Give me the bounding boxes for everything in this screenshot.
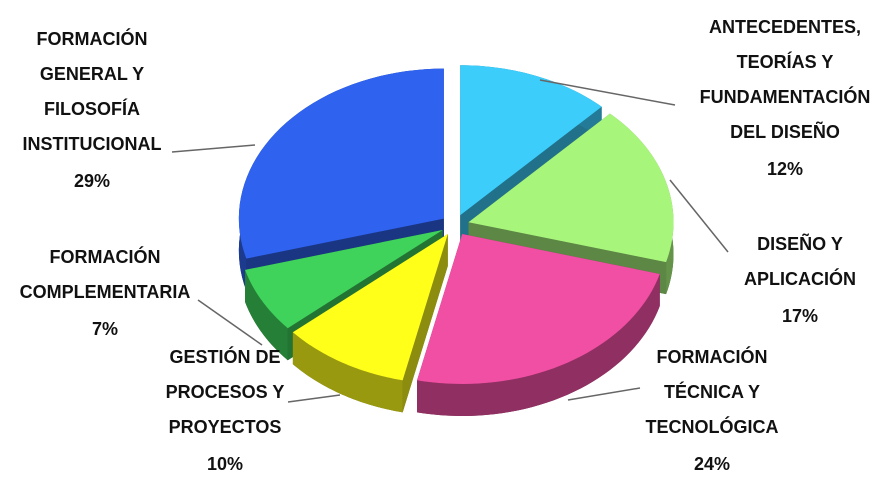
category-label: FORMACIÓN TÉCNICA Y TECNOLÓGICA bbox=[646, 346, 779, 437]
label-line: FILOSOFÍA bbox=[44, 98, 140, 119]
label-line: FORMACIÓN bbox=[37, 28, 148, 49]
label-line: FUNDAMENTACIÓN bbox=[700, 86, 871, 107]
slice-top bbox=[468, 113, 674, 263]
value-label: 24% bbox=[694, 454, 730, 474]
slice-wall bbox=[417, 273, 660, 417]
label-line: ANTECEDENTES, bbox=[709, 17, 861, 37]
label-line: TÉCNICA Y bbox=[664, 381, 760, 402]
label-line: TEORÍAS Y bbox=[737, 51, 834, 72]
leader-line bbox=[539, 79, 676, 106]
category-label: FORMACIÓN GENERAL Y FILOSOFÍA INSTITUCIONAL bbox=[23, 28, 162, 154]
value-label: 10% bbox=[207, 454, 243, 474]
label-line: APLICACIÓN bbox=[744, 268, 856, 289]
leader-line bbox=[669, 179, 729, 253]
label-line: TECNOLÓGICA bbox=[646, 416, 779, 437]
value-label: 7% bbox=[92, 319, 118, 339]
slice-top bbox=[238, 68, 444, 259]
value-label: 29% bbox=[74, 171, 110, 191]
slice-top bbox=[417, 234, 660, 385]
slice-wall bbox=[245, 269, 288, 361]
category-label: DISEÑO Y APLICACIÓN bbox=[744, 233, 856, 289]
slice-top bbox=[460, 65, 602, 216]
slice bbox=[468, 113, 674, 295]
category-label: GESTIÓN DE PROCESOS Y PROYECTOS bbox=[166, 346, 285, 437]
leader-line bbox=[197, 299, 263, 346]
label-line: PROCESOS Y bbox=[166, 382, 285, 402]
value-label: 12% bbox=[767, 159, 803, 179]
slice-side bbox=[402, 234, 448, 413]
leader-line bbox=[287, 394, 341, 403]
label-line: DEL DISEÑO bbox=[730, 121, 840, 142]
label-line: COMPLEMENTARIA bbox=[20, 282, 191, 302]
leader-line bbox=[567, 387, 641, 401]
label-line: INSTITUCIONAL bbox=[23, 134, 162, 154]
label-line: GESTIÓN DE bbox=[169, 346, 280, 367]
label-line: GENERAL Y bbox=[40, 64, 144, 84]
label-line: FORMACIÓN bbox=[50, 246, 161, 267]
slice-top bbox=[245, 229, 443, 329]
label-line: PROYECTOS bbox=[169, 417, 282, 437]
slice-wall bbox=[292, 332, 403, 413]
leader-line bbox=[171, 144, 256, 153]
label-line: DISEÑO Y bbox=[757, 233, 843, 254]
category-label: ANTECEDENTES, TEORÍAS Y FUNDAMENTACIÓN DEL … bbox=[700, 17, 871, 142]
category-label: FORMACIÓN COMPLEMENTARIA bbox=[20, 246, 191, 302]
slice-top bbox=[292, 234, 448, 381]
slice bbox=[417, 234, 660, 417]
value-label: 17% bbox=[782, 306, 818, 326]
label-line: FORMACIÓN bbox=[657, 346, 768, 367]
slice bbox=[292, 234, 448, 413]
